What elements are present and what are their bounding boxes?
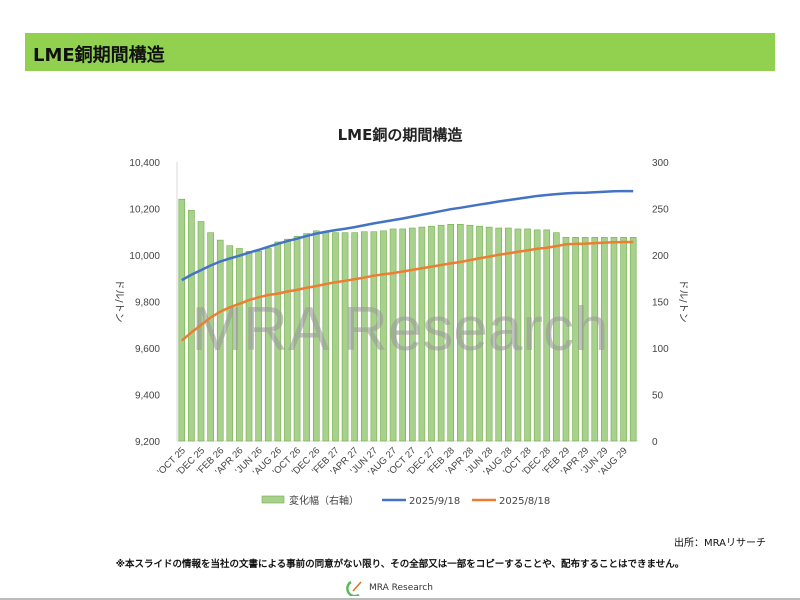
bar <box>332 232 339 442</box>
legend-label: 変化幅（右軸） <box>289 494 359 507</box>
bar <box>293 236 301 442</box>
bar <box>389 228 397 442</box>
bar <box>207 232 214 442</box>
y-axis-label: ドル/トン <box>113 279 124 322</box>
y2-tick-label: 50 <box>652 391 664 402</box>
watermark: MRA Research <box>192 295 609 364</box>
y-tick-label: 10,200 <box>129 205 160 216</box>
chart-title: LME銅の期間構造 <box>337 126 463 144</box>
bar <box>495 227 503 442</box>
y-tick-label: 10,000 <box>129 251 160 262</box>
legend-label: 2025/9/18 <box>409 496 460 507</box>
bottom-divider <box>0 598 800 600</box>
bar <box>437 224 445 442</box>
logo-text: MRA Research <box>369 583 433 593</box>
bar <box>274 241 282 442</box>
bar <box>418 226 426 442</box>
page-title: LME銅期間構造 <box>33 45 165 66</box>
bar <box>591 237 599 442</box>
bar <box>226 245 234 442</box>
bar <box>216 239 224 442</box>
bar <box>524 228 531 442</box>
y2-tick-label: 300 <box>652 158 669 169</box>
disclaimer: ※本スライドの情報を当社の文書による事前の同意がない限り、その全部又は一部をコピ… <box>115 559 685 570</box>
bar <box>505 227 512 442</box>
bar <box>178 198 186 442</box>
logo-icon <box>346 580 362 596</box>
bar <box>562 237 570 442</box>
y2-tick-label: 0 <box>652 437 658 448</box>
bar <box>312 230 320 442</box>
bar <box>485 226 493 442</box>
bar <box>399 228 406 442</box>
bar <box>601 237 608 442</box>
y-tick-label: 9,800 <box>135 298 160 309</box>
bar <box>581 237 589 442</box>
bar <box>303 233 310 442</box>
y-tick-label: 9,400 <box>135 391 160 402</box>
bar <box>380 230 387 442</box>
bar <box>476 225 483 442</box>
y2-tick-label: 200 <box>652 251 669 262</box>
bar <box>572 237 579 442</box>
bar <box>543 229 551 442</box>
bar <box>466 224 474 442</box>
bar <box>245 250 253 442</box>
bar <box>457 224 464 442</box>
bar <box>264 248 272 442</box>
legend-swatch <box>261 495 285 504</box>
bar <box>428 225 435 442</box>
y-tick-label: 9,200 <box>135 437 160 448</box>
y2-tick-label: 150 <box>652 298 669 309</box>
bar <box>284 238 291 442</box>
bar <box>188 210 195 442</box>
bar <box>370 231 378 442</box>
source-note: 出所：MRAリサーチ <box>673 538 766 549</box>
bar <box>409 227 416 442</box>
bar <box>255 250 262 442</box>
y-tick-label: 9,600 <box>135 344 160 355</box>
bar <box>360 231 368 442</box>
bar <box>447 224 455 442</box>
bar <box>610 237 618 442</box>
footer-logo: MRA Research <box>345 580 433 596</box>
bar <box>629 237 637 442</box>
legend-label: 2025/8/18 <box>499 496 550 507</box>
line-series-2 <box>180 240 634 342</box>
y2-tick-label: 250 <box>652 205 669 216</box>
bar <box>620 237 627 442</box>
y2-axis-label: ドル/トン <box>677 279 688 322</box>
bar <box>351 232 358 442</box>
bar <box>236 248 243 442</box>
bar <box>533 229 541 442</box>
bar <box>553 232 560 442</box>
bar <box>197 221 205 442</box>
header-bar: LME銅期間構造 <box>25 33 775 71</box>
y-tick-label: 10,400 <box>129 158 160 169</box>
bar <box>341 232 349 442</box>
bar <box>514 228 522 442</box>
y2-tick-label: 100 <box>652 344 669 355</box>
line-series-1 <box>181 189 634 282</box>
